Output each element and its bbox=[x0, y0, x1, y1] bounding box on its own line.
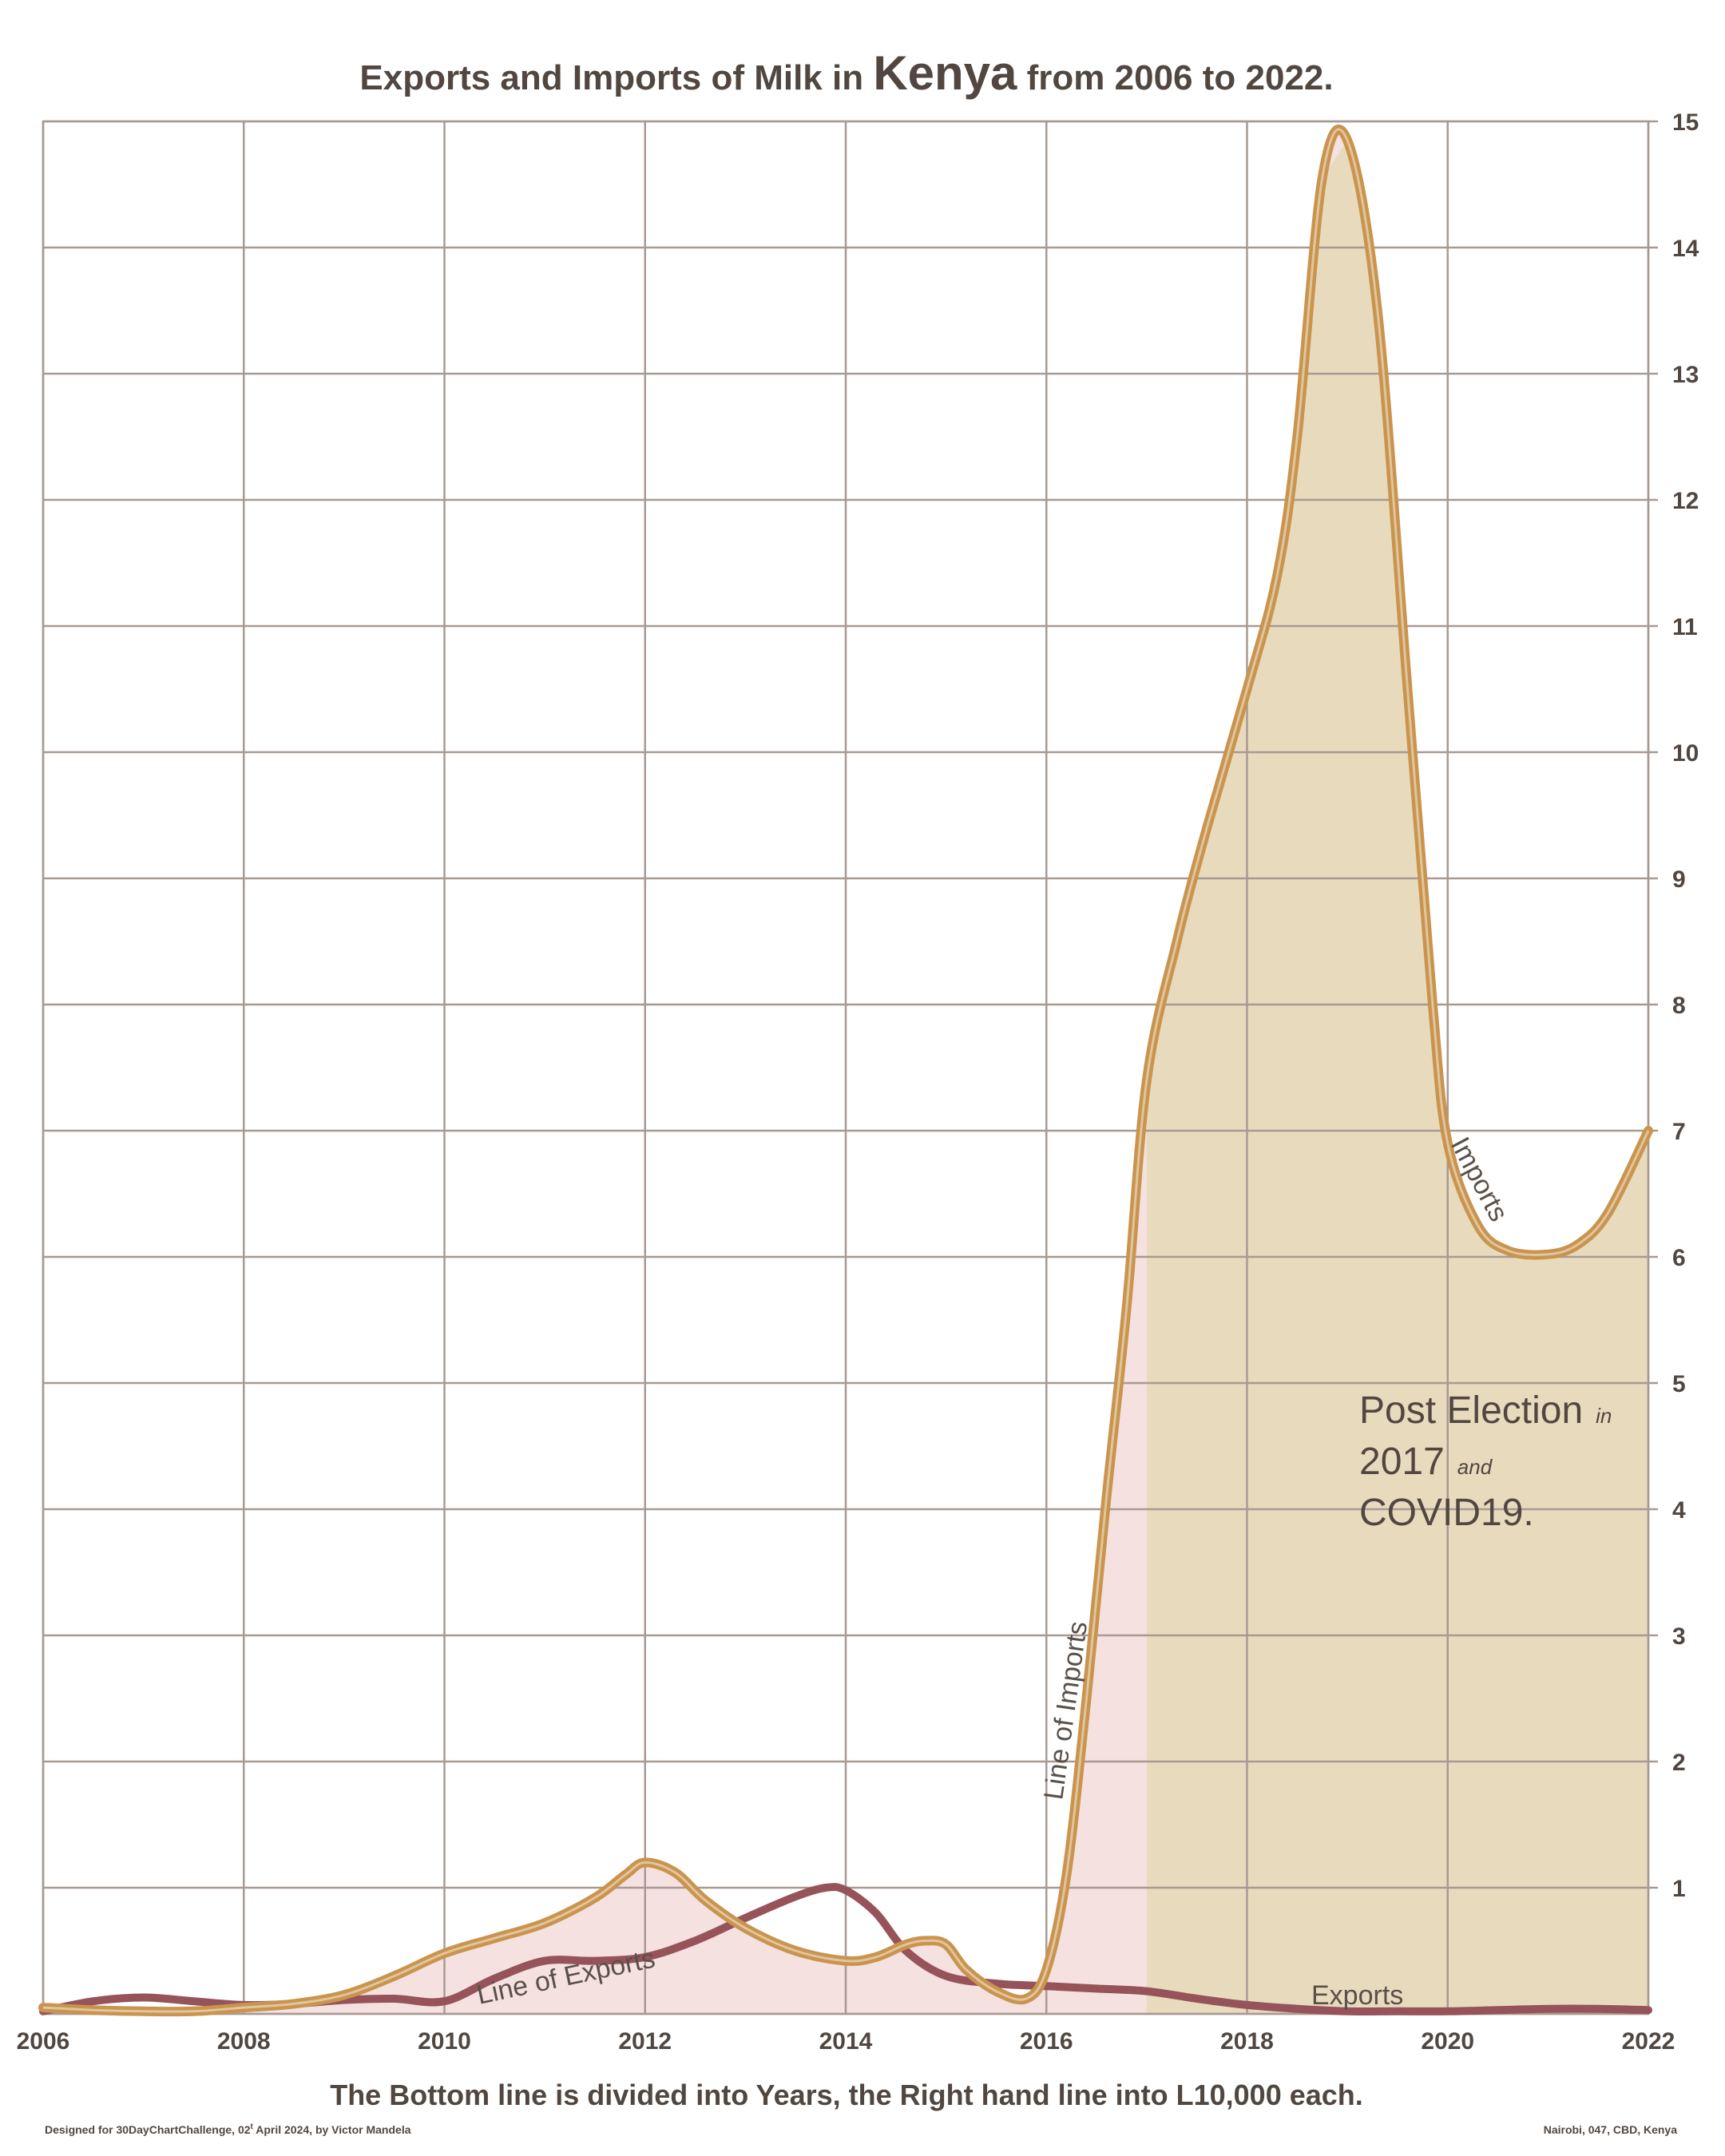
y-tick-label: 7 bbox=[1672, 1119, 1686, 1145]
y-tick-label: 1 bbox=[1672, 1876, 1686, 1902]
x-tick-label: 2012 bbox=[618, 2028, 672, 2055]
y-tick-label: 12 bbox=[1672, 488, 1699, 514]
plot-frame bbox=[42, 120, 1650, 2015]
y-tick-label: 10 bbox=[1672, 740, 1699, 767]
footer-credit-sup: t bbox=[251, 2122, 254, 2131]
y-tick-label: 14 bbox=[1672, 236, 1699, 262]
y-tick-label: 5 bbox=[1672, 1371, 1686, 1397]
x-axis-caption: The Bottom line is divided into Years, t… bbox=[330, 2079, 1363, 2111]
y-tick-label: 11 bbox=[1672, 614, 1698, 640]
y-tick-label: 9 bbox=[1672, 866, 1686, 893]
exports-label: Exports bbox=[1311, 1980, 1403, 2011]
footer-credit-b: April 2024, by Victor Mandela bbox=[253, 2123, 411, 2136]
y-tick-label: 15 bbox=[1672, 109, 1699, 136]
note-line2-small: and bbox=[1457, 1455, 1493, 1479]
title-part-2: Kenya bbox=[873, 46, 1017, 100]
x-tick-label: 2016 bbox=[1020, 2028, 1073, 2055]
title-part-1: Exports and Imports of Milk in bbox=[359, 58, 873, 97]
y-tick-label: 3 bbox=[1672, 1623, 1686, 1650]
x-tick-label: 2010 bbox=[418, 2028, 471, 2055]
x-tick-label: 2020 bbox=[1421, 2028, 1474, 2055]
y-tick-label: 13 bbox=[1672, 362, 1699, 388]
x-tick-label: 2006 bbox=[17, 2028, 70, 2055]
title-part-3: from 2006 to 2022. bbox=[1017, 58, 1333, 97]
y-tick-label: 8 bbox=[1672, 993, 1686, 1019]
x-tick-label: 2022 bbox=[1622, 2028, 1675, 2055]
imports-area-fill bbox=[1146, 140, 1648, 2015]
note-line3-big: COVID19. bbox=[1359, 1492, 1534, 1534]
footer-location: Nairobi, 047, CBD, Kenya bbox=[1544, 2123, 1677, 2136]
x-tick-label: 2018 bbox=[1220, 2028, 1274, 2055]
footer-credit: Designed for 30DayChartChallenge, 02t Ap… bbox=[45, 2122, 411, 2136]
series-lines bbox=[38, 125, 1653, 2017]
x-tick-label: 2014 bbox=[819, 2028, 873, 2055]
x-tick-label: 2008 bbox=[217, 2028, 271, 2055]
note-line2-big: 2017 bbox=[1359, 1441, 1445, 1483]
svg-text:COVID19.: COVID19. bbox=[1359, 1492, 1534, 1534]
note-line1-small: in bbox=[1596, 1404, 1612, 1428]
footer-credit-a: Designed for 30DayChartChallenge, 02 bbox=[45, 2123, 251, 2136]
y-tick-label: 4 bbox=[1672, 1497, 1686, 1524]
post-election-note: Post Election in 2017 and COVID19. bbox=[1359, 1389, 1612, 1534]
y-tick-label: 6 bbox=[1672, 1245, 1686, 1271]
y-tick-label: 2 bbox=[1672, 1750, 1686, 1776]
note-line1-big: Post Election bbox=[1359, 1389, 1583, 1432]
series-line-imports-highlight bbox=[42, 128, 1650, 2013]
chart-title: Exports and Imports of Milk in Kenya fro… bbox=[359, 46, 1333, 100]
x-axis-ticks: 2006 2008 2010 2012 2014 2016 2018 2020 2022 bbox=[17, 2028, 1675, 2055]
